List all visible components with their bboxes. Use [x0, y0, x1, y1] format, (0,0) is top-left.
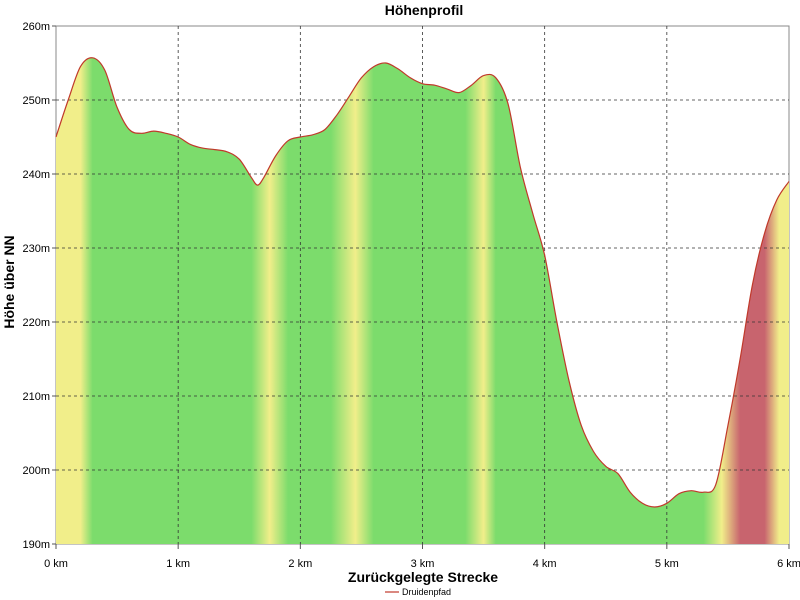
y-axis-ticks: 190m 200m 210m 220m 230m 240m 250m 260m	[22, 21, 56, 551]
series-line-druidenpfad	[55, 57, 790, 508]
grid-lines	[56, 26, 789, 544]
y-tick-label: 190m	[22, 539, 50, 551]
y-tick-label: 200m	[22, 465, 50, 477]
y-tick-label: 220m	[22, 317, 50, 329]
chart-title: Höhenprofil	[385, 2, 464, 18]
x-tick-label: 1 km	[166, 558, 190, 570]
x-tick-label: 6 km	[777, 558, 800, 570]
x-axis-ticks: 0 km 1 km 2 km 3 km 4 km 5 km 6 km	[44, 544, 800, 570]
y-tick-label: 250m	[22, 95, 50, 107]
legend-label-druidenpfad: Druidenpfad	[402, 587, 451, 597]
x-tick-label: 0 km	[44, 558, 68, 570]
legend: Druidenpfad	[385, 587, 451, 597]
x-tick-label: 2 km	[288, 558, 312, 570]
y-tick-label: 260m	[22, 21, 50, 33]
y-tick-label: 240m	[22, 169, 50, 181]
plot-area: 0 km 1 km 2 km 3 km 4 km 5 km 6 km 190m 200m 210…	[22, 21, 800, 570]
y-tick-label: 230m	[22, 243, 50, 255]
x-tick-label: 4 km	[533, 558, 557, 570]
x-axis-title: Zurückgelegte Strecke	[348, 569, 498, 585]
x-tick-label: 5 km	[655, 558, 679, 570]
y-tick-label: 210m	[22, 391, 50, 403]
x-tick-label: 3 km	[411, 558, 435, 570]
y-axis-title: Höhe über NN	[1, 235, 17, 328]
